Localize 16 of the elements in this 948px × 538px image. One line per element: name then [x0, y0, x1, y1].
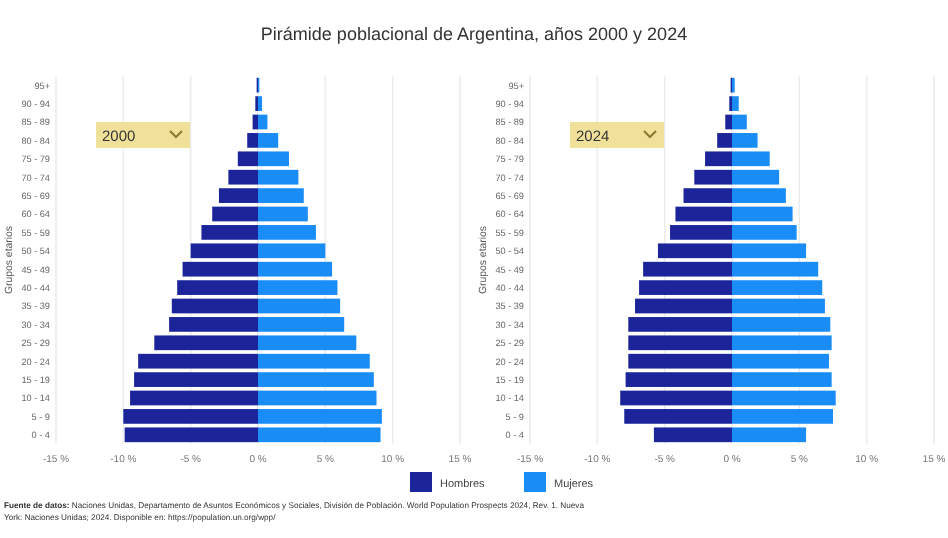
bar — [635, 298, 732, 314]
bar — [675, 206, 732, 222]
bar — [212, 206, 258, 222]
bar — [171, 298, 258, 314]
bar — [620, 390, 732, 406]
bar — [258, 206, 308, 222]
bar — [130, 390, 258, 406]
bar — [258, 390, 377, 406]
bar — [258, 114, 268, 130]
bar — [732, 298, 825, 314]
bar — [732, 390, 836, 406]
bar — [732, 114, 747, 130]
bar — [732, 206, 793, 222]
bar — [258, 298, 341, 314]
chart-title: Pirámide poblacional de Argentina, años 2000 y 2024 — [260, 24, 688, 44]
bar — [725, 114, 732, 130]
